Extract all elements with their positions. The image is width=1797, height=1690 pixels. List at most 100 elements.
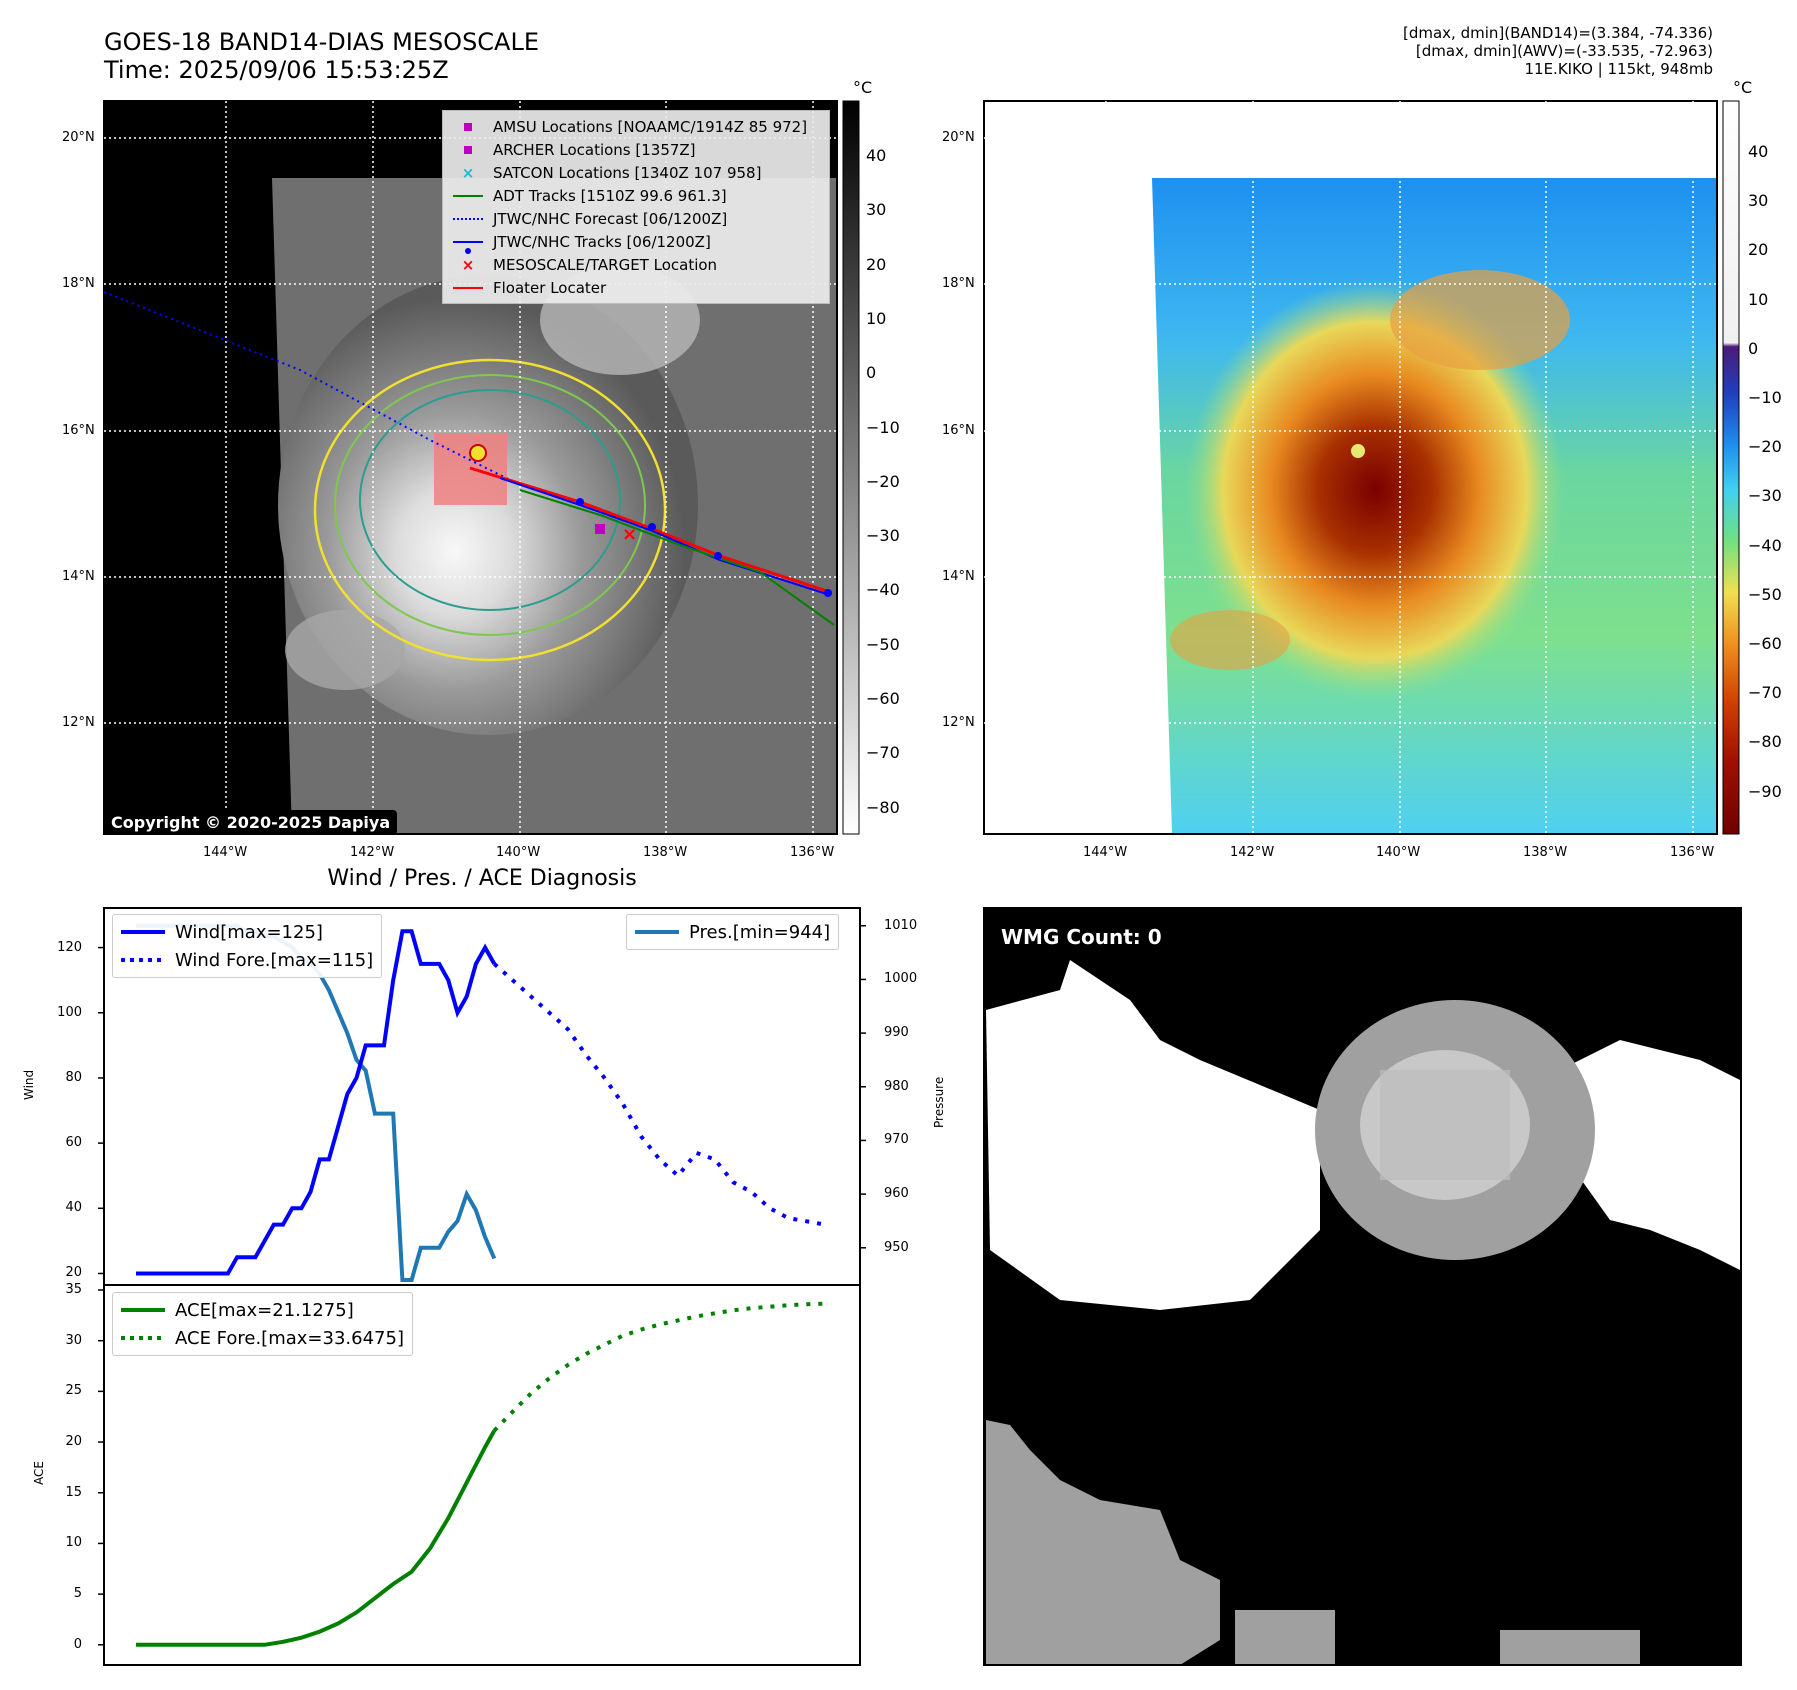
legend-amsu: AMSU Locations [NOAAMC/1914Z 85 972] xyxy=(451,115,821,138)
awv-lat-12: 12°N xyxy=(942,715,975,730)
ir-colorbar-tick: −60 xyxy=(866,689,900,708)
info-storm: 11E.KIKO | 115kt, 948mb xyxy=(1524,60,1713,78)
ir-lat-20: 20°N xyxy=(62,130,95,145)
ir-lon-144: 144°W xyxy=(203,845,248,860)
pressure-ylabel: Pressure xyxy=(932,1076,946,1128)
awv-colorbar-tick: −60 xyxy=(1748,634,1782,653)
pressure-tick-label: 970 xyxy=(884,1132,909,1148)
ir-colorbar xyxy=(842,100,860,835)
legend-mesoscale: × MESOSCALE/TARGET Location xyxy=(451,253,821,276)
ir-lon-138: 138°W xyxy=(643,845,688,860)
diagnosis-title: Wind / Pres. / ACE Diagnosis xyxy=(327,866,637,891)
awv-colorbar-tick: 10 xyxy=(1748,289,1769,309)
legend-adt: ADT Tracks [1510Z 99.6 961.3] xyxy=(451,184,821,207)
ir-colorbar-tick: −50 xyxy=(866,634,900,654)
legend-wind: Wind[max=125] xyxy=(121,918,373,946)
awv-lon-144: 144°W xyxy=(1083,845,1128,860)
ace-tick-label: 30 xyxy=(65,1332,82,1348)
awv-lat-20: 20°N xyxy=(942,130,975,145)
ace-line xyxy=(136,1429,497,1647)
ir-lon-140: 140°W xyxy=(496,845,541,860)
info-awv: [dmax, dmin](AWV)=(-33.535, -72.963) xyxy=(1415,42,1713,60)
ir-colorbar-tick: 10 xyxy=(866,308,887,328)
legend-forecast: JTWC/NHC Forecast [06/1200Z] xyxy=(451,207,821,230)
awv-lon-142: 142°W xyxy=(1230,845,1275,860)
ir-colorbar-tick: 0 xyxy=(866,363,877,383)
solid-line-icon xyxy=(121,930,165,934)
ir-colorbar-tick: −40 xyxy=(866,580,900,600)
awv-lon-140: 140°W xyxy=(1376,845,1421,860)
track-point xyxy=(824,589,832,597)
title-line-1: GOES-18 BAND14-DIAS MESOSCALE xyxy=(104,28,540,56)
info-band14: [dmax, dmin](BAND14)=(3.384, -74.336) xyxy=(1402,24,1713,42)
wind-tick-label: 40 xyxy=(65,1200,82,1216)
line-marker-icon xyxy=(451,194,485,197)
awv-colorbar-tick: 20 xyxy=(1748,240,1769,260)
pressure-tick-label: 950 xyxy=(884,1239,909,1255)
legend-floater: Floater Locater xyxy=(451,276,821,299)
awv-colorbar-tick: −10 xyxy=(1748,388,1782,407)
ir-colorbar-tick: −20 xyxy=(866,471,900,491)
pressure-tick-label: 990 xyxy=(884,1025,909,1041)
line-dot-marker-icon xyxy=(451,240,485,254)
ace-tick-label: 25 xyxy=(65,1383,82,1399)
info-block: [dmax, dmin](BAND14)=(3.384, -74.336) [d… xyxy=(1013,24,1713,78)
awv-colorbar-unit: °C xyxy=(1733,78,1753,97)
ir-colorbar-unit: °C xyxy=(853,78,873,97)
pressure-tick-label: 980 xyxy=(884,1078,909,1094)
ace-ylabel: ACE xyxy=(32,1461,46,1485)
ir-colorbar-tick: −80 xyxy=(866,797,900,817)
ace-tick-label: 0 xyxy=(73,1636,82,1652)
awv-colorbar-tick: −50 xyxy=(1748,584,1782,604)
dotted-line-icon xyxy=(121,1336,165,1340)
wind-line xyxy=(136,929,497,1276)
awv-lon-136: 136°W xyxy=(1670,845,1715,860)
legend-pressure: Pres.[min=944] xyxy=(635,918,830,946)
awv-lon-138: 138°W xyxy=(1523,845,1568,860)
ace-tick-label: 35 xyxy=(65,1282,82,1297)
line-marker-icon xyxy=(451,286,485,289)
awv-colorbar-tick: 40 xyxy=(1748,142,1769,161)
legend-archer: ARCHER Locations [1357Z] xyxy=(451,138,821,161)
ace-tick-label: 10 xyxy=(65,1535,82,1551)
ir-colorbar-tick: −70 xyxy=(866,743,900,763)
ir-lat-12: 12°N xyxy=(62,715,95,730)
solid-line-icon xyxy=(121,1308,165,1312)
awv-colorbar-tick: 0 xyxy=(1748,338,1759,358)
legend-ace-forecast: ACE Fore.[max=33.6475] xyxy=(121,1324,404,1352)
awv-lat-14: 14°N xyxy=(942,569,975,584)
ir-colorbar-tick: −30 xyxy=(866,526,900,546)
pressure-tick-label: 960 xyxy=(884,1186,909,1202)
mesoscale-marker: × xyxy=(622,524,637,545)
wind-tick-label: 120 xyxy=(57,939,82,955)
wind-tick-label: 100 xyxy=(57,1004,82,1020)
ir-lon-136: 136°W xyxy=(790,845,835,860)
pressure-legend: Pres.[min=944] xyxy=(626,914,840,950)
forecast-track xyxy=(103,291,511,481)
awv-colorbar-tick: −20 xyxy=(1748,437,1782,457)
wind-legend: Wind[max=125] Wind Fore.[max=115] xyxy=(112,914,383,978)
ir-lon-142: 142°W xyxy=(350,845,395,860)
ir-lat-14: 14°N xyxy=(62,569,95,584)
copyright-badge: Copyright © 2020-2025 Dapiya xyxy=(104,810,398,835)
legend-ace: ACE[max=21.1275] xyxy=(121,1296,404,1324)
wind-forecast-line xyxy=(492,962,826,1227)
ir-colorbar-tick: 30 xyxy=(866,200,887,220)
track-point xyxy=(576,498,584,506)
awv-colorbar-tick: −80 xyxy=(1748,732,1782,752)
awv-colorbar-tick: 30 xyxy=(1748,191,1769,211)
adt-track xyxy=(519,489,835,626)
square-marker-icon xyxy=(451,122,485,131)
track-point xyxy=(648,523,656,531)
wind-tick-label: 60 xyxy=(65,1135,82,1151)
wmg-imagery xyxy=(984,908,1741,1665)
chart-title: GOES-18 BAND14-DIAS MESOSCALE Time: 2025… xyxy=(104,28,539,84)
title-line-2: Time: 2025/09/06 15:53:25Z xyxy=(104,56,449,84)
ace-tick-label: 5 xyxy=(73,1586,82,1602)
ace-tick-label: 15 xyxy=(65,1484,82,1500)
ace-tick-label: 20 xyxy=(65,1434,82,1450)
dotted-line-icon xyxy=(451,217,485,220)
wind-tick-label: 80 xyxy=(65,1069,82,1085)
awv-colorbar-tick: −40 xyxy=(1748,535,1782,555)
